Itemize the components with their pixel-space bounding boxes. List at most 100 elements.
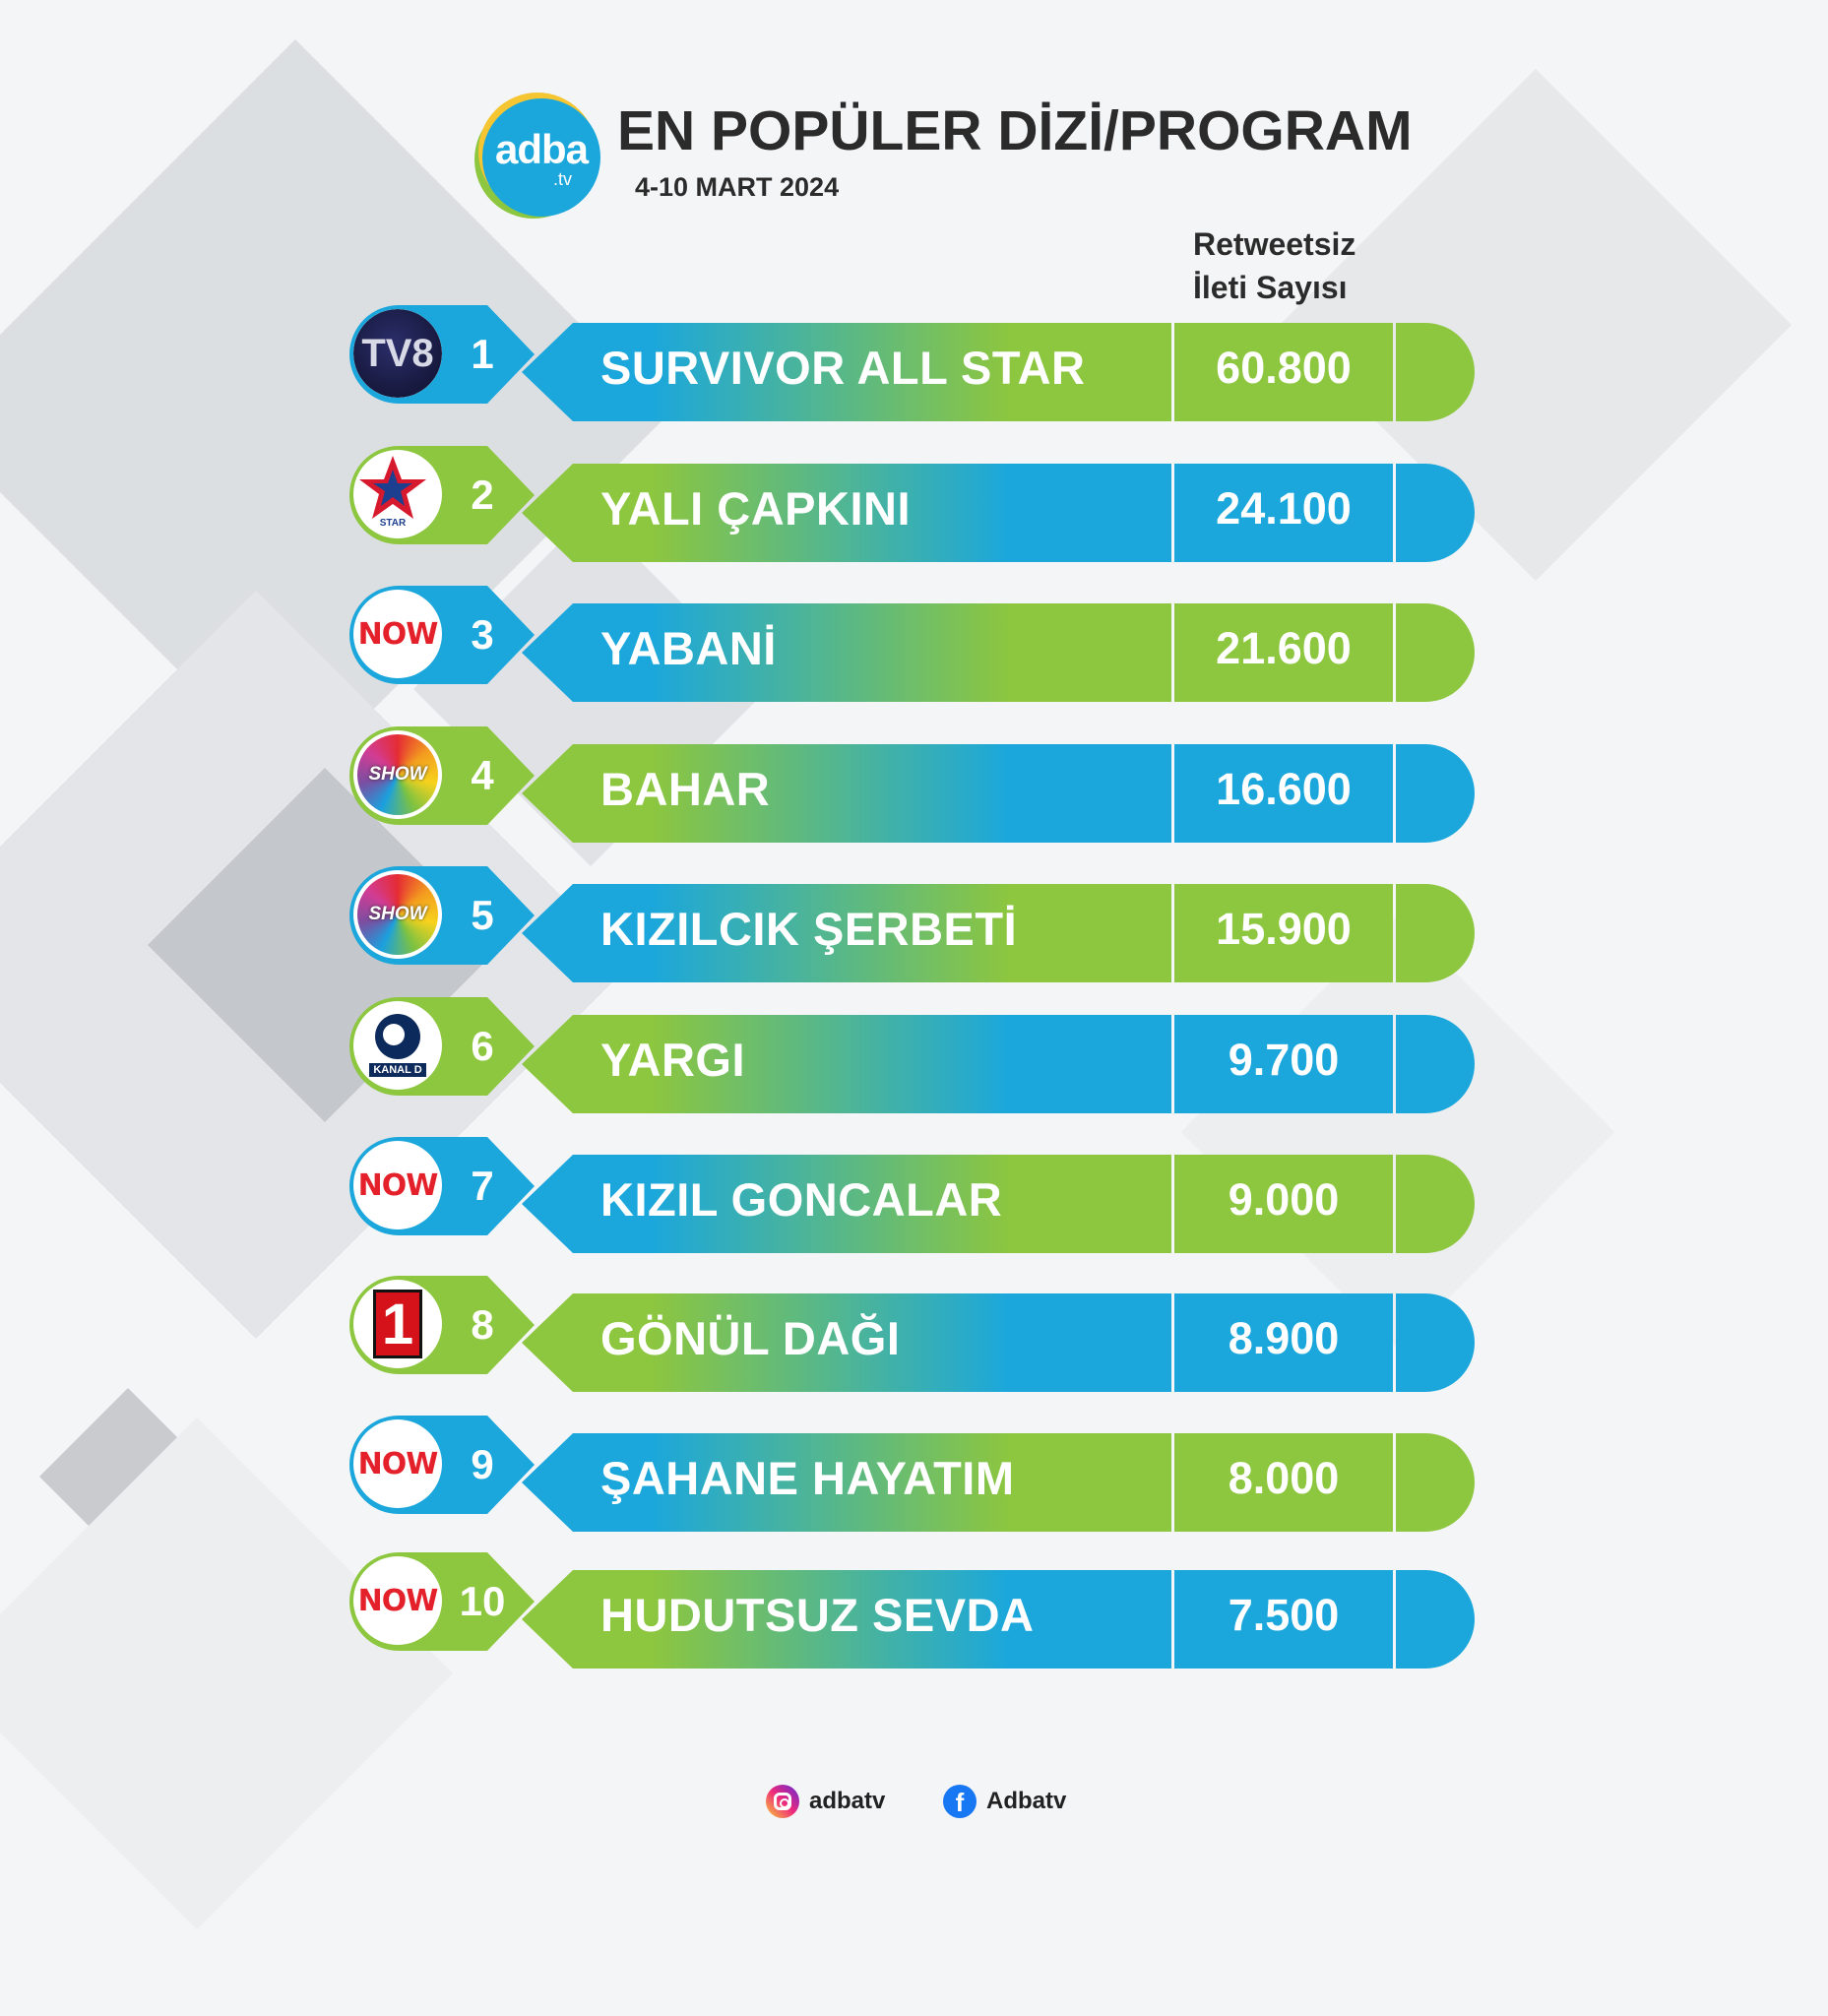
facebook-label: Adbatv [986,1788,1067,1814]
program-value: 8.000 [1228,1453,1340,1503]
bar-end-cap [1396,1155,1475,1253]
bar-end-cap [1396,603,1475,702]
program-name: HUDUTSUZ SEVDA [600,1589,1035,1641]
rank-number: 6 [471,1023,494,1069]
bar-end-cap [1396,1570,1475,1669]
program-value: 9.000 [1228,1174,1340,1225]
channel-logo-mark: SHOW [357,734,438,815]
program-name: ŞAHANE HAYATIM [600,1452,1015,1504]
program-name: GÖNÜL DAĞI [600,1312,901,1364]
value-cell [1174,1570,1393,1669]
rank-tag: NOW 3 [349,584,536,684]
channel-logo-mark: NOW [357,616,439,652]
program-bar-body [522,1570,1171,1669]
kanald-logo: KANAL D [353,1001,442,1090]
channel-logo-mark: NOW [357,1167,439,1203]
rank-number: 8 [471,1301,494,1348]
ranking-row: SHOW 4 BAHAR 16.600 [349,724,1475,843]
bar-end-cap [1396,744,1475,843]
date-range: 4-10 MART 2024 [635,172,840,202]
program-bar-body [522,1293,1171,1392]
ranking-row: NOW 10 HUDUTSUZ SEVDA 7.500 [349,1550,1475,1669]
bar-end-cap [1396,1293,1475,1392]
value-cell [1174,744,1393,843]
column-header-line1: Retweetsiz [1193,226,1356,262]
ranking-row: KANAL D 6 YARGI 9.700 [349,995,1475,1113]
program-name: YABANİ [600,622,777,674]
program-name: YALI ÇAPKINI [600,482,912,535]
program-value: 16.600 [1216,764,1352,814]
facebook-handle[interactable]: f Adbatv [943,1785,1066,1818]
program-bar-body [522,1433,1171,1532]
instagram-icon [766,1785,799,1818]
ranking-row: SHOW 5 KIZILCIK ŞERBETİ 15.900 [349,864,1475,982]
program-bar-body [522,884,1171,982]
value-cell [1174,464,1393,562]
svg-text:STAR: STAR [380,518,407,529]
program-value: 15.900 [1216,904,1352,954]
rank-number: 3 [471,611,494,658]
logo-text: adba [494,126,589,172]
page-title: EN POPÜLER DİZİ/PROGRAM [617,99,1413,162]
show-logo: SHOW [353,730,442,819]
rank-tag: NOW 7 [349,1135,536,1235]
bar-end-cap [1396,464,1475,562]
rank-tag: SHOW 5 [349,864,536,965]
now-logo: NOW [353,590,442,678]
value-cell [1174,884,1393,982]
rank-tag: NOW 9 [349,1414,536,1514]
trt1-logo: 1 [353,1280,442,1368]
value-cell [1174,1433,1393,1532]
value-cell [1174,1293,1393,1392]
program-name: YARGI [600,1034,746,1086]
program-value: 7.500 [1228,1590,1340,1640]
rank-number: 5 [471,892,494,938]
rank-number: 1 [471,331,494,377]
ranking-row: TV8 1 SURVIVOR ALL STAR 60.800 [349,303,1475,421]
bar-end-cap [1396,884,1475,982]
channel-logo-mark: SHOW [357,874,438,955]
show-logo: SHOW [353,870,442,959]
channel-logo-mark: STAR [359,456,426,529]
program-name: SURVIVOR ALL STAR [600,342,1086,394]
channel-logo-mark: 1 [373,1290,422,1358]
channel-logo-mark: NOW [357,1583,439,1618]
program-value: 9.700 [1228,1035,1340,1085]
value-column-header: Retweetsiz İleti Sayısı [1193,222,1355,309]
program-bar-body [522,603,1171,702]
rank-tag: NOW 10 [349,1550,536,1651]
program-value: 8.900 [1228,1313,1340,1363]
program-name: KIZILCIK ŞERBETİ [600,903,1018,955]
program-name: KIZIL GONCALAR [600,1173,1003,1226]
column-header-line2: İleti Sayısı [1193,270,1348,305]
program-name: BAHAR [600,763,771,815]
adba-logo: adba .tv [482,98,600,217]
now-logo: NOW [353,1556,442,1645]
bar-end-cap [1396,1433,1475,1532]
now-logo: NOW [353,1141,442,1229]
rank-number: 10 [459,1578,506,1624]
program-bar-body [522,323,1171,421]
rank-tag: SHOW 4 [349,724,536,825]
value-cell [1174,323,1393,421]
rank-number: 9 [471,1441,494,1487]
ranking-row: NOW 7 KIZIL GONCALAR 9.000 [349,1135,1475,1253]
channel-logo-mark: TV8 [353,309,442,398]
program-bar-body [522,464,1171,562]
bar-end-cap [1396,323,1475,421]
instagram-handle[interactable]: adbatv [766,1785,885,1818]
rank-tag: KANAL D 6 [349,995,536,1096]
rank-number: 2 [471,472,494,518]
instagram-label: adbatv [809,1788,886,1814]
channel-logo-mark: KANAL D [358,1014,437,1077]
program-bar-body [522,744,1171,843]
facebook-icon: f [943,1785,977,1818]
bar-end-cap [1396,1015,1475,1113]
ranking-row: 1 8 GÖNÜL DAĞI 8.900 [349,1274,1475,1392]
program-value: 21.600 [1216,623,1352,673]
now-logo: NOW [353,1419,442,1508]
rank-number: 7 [471,1163,494,1209]
program-bar-body [522,1015,1171,1113]
value-cell [1174,1155,1393,1253]
